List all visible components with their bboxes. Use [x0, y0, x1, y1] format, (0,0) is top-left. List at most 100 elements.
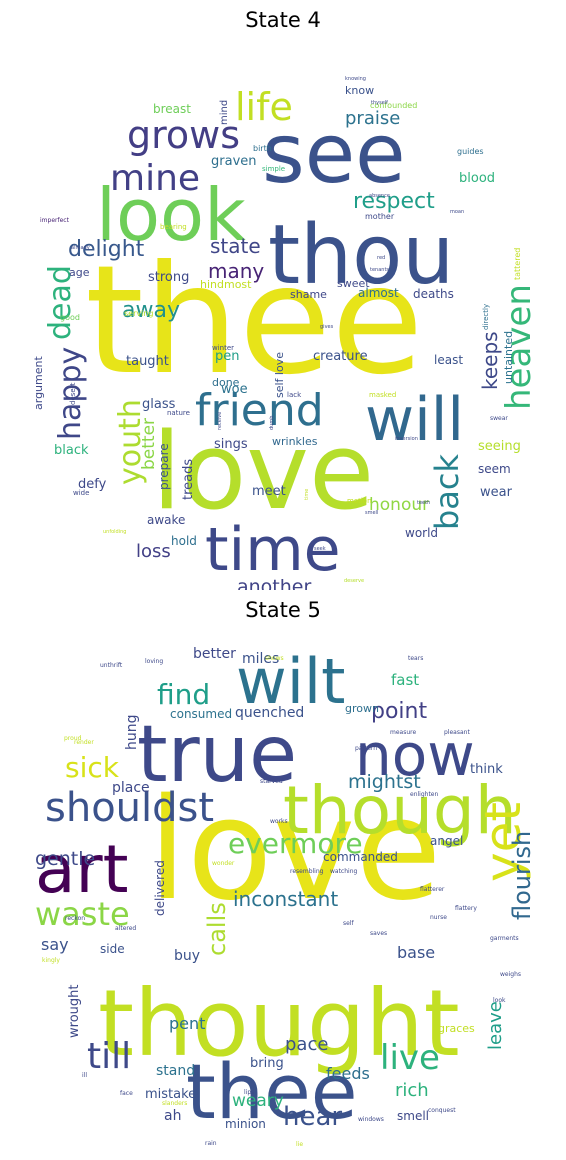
word-wide: wide: [73, 489, 89, 497]
word-watching: watching: [330, 868, 358, 875]
word-meet: meet: [252, 484, 286, 499]
word-conquest: conquest: [428, 1107, 456, 1114]
word-treads: treads: [181, 459, 196, 500]
word-live: live: [380, 1038, 440, 1078]
word-grows: grows: [127, 113, 240, 157]
word-enlighten: enlighten: [410, 791, 438, 798]
word-winter: winter: [212, 344, 234, 352]
word-youth: youth: [113, 399, 148, 485]
word-find: find: [157, 678, 210, 711]
word-lips: lips: [244, 1089, 254, 1096]
word-wrinkles: wrinkles: [272, 435, 318, 448]
word-gives: gives: [320, 324, 334, 330]
word-stand: stand: [156, 1063, 195, 1079]
word-glass: glass: [142, 397, 176, 412]
word-moan: moan: [450, 209, 464, 215]
word-delight: delight: [68, 237, 145, 262]
word-world: world: [405, 526, 438, 540]
word-life: life: [235, 85, 293, 129]
word-shows: shows: [265, 655, 284, 662]
word-mistake: mistake: [145, 1087, 196, 1102]
word-garments: garments: [490, 935, 519, 942]
word-taught: taught: [126, 354, 169, 369]
word-deserve: deserve: [344, 578, 364, 584]
word-away: away: [122, 298, 180, 323]
word-ill: ill: [82, 1072, 87, 1079]
word-gentle: gentle: [35, 848, 95, 870]
word-back: back: [428, 453, 466, 530]
word-rain: rain: [205, 1140, 217, 1147]
word-self-love: self love: [273, 352, 286, 398]
word-miles: miles: [242, 651, 279, 667]
word-quenched: quenched: [235, 705, 304, 721]
word-delivered: delivered: [153, 860, 167, 916]
word-fast: fast: [391, 671, 419, 689]
word-measure: measure: [390, 729, 416, 736]
word-receive: receive: [217, 412, 223, 430]
word-seeing: seeing: [478, 439, 521, 454]
word-angel: angel: [430, 834, 463, 848]
word-thee: thee: [85, 234, 423, 408]
word-know: know: [345, 84, 374, 97]
word-unfolding: unfolding: [103, 529, 126, 535]
word-many: many: [208, 259, 264, 283]
word-reckon: reckon: [65, 915, 85, 922]
word-thyself: thyself: [371, 100, 388, 106]
state-4-title: State 4: [245, 8, 321, 32]
word-knowing: knowing: [345, 76, 366, 82]
word-time: time: [205, 515, 341, 585]
word-prepare: prepare: [157, 443, 171, 490]
word-respect: respect: [353, 189, 435, 214]
word-will: will: [365, 385, 464, 455]
word-side: side: [100, 942, 125, 956]
word-feeds: feeds: [326, 1064, 370, 1083]
word-seem: seem: [478, 462, 511, 476]
word-loving: loving: [145, 658, 163, 665]
word-ah: ah: [164, 1108, 181, 1124]
word-directly: directly: [482, 304, 490, 330]
word-flattery: flattery: [455, 905, 477, 912]
word-tenants: tenants: [370, 267, 389, 273]
word-birth: birth: [253, 144, 272, 153]
word-already: already: [71, 245, 90, 251]
word-graces: graces: [438, 1022, 475, 1035]
word-consumed: consumed: [170, 707, 232, 721]
word-rich: rich: [395, 1080, 429, 1101]
word-heaven: heaven: [499, 284, 539, 410]
state-5-title: State 5: [245, 598, 321, 622]
word-pen: pen: [215, 349, 240, 364]
word-commanded: commanded: [323, 850, 398, 864]
word-place: place: [112, 780, 150, 796]
word-yet: yet: [474, 802, 532, 882]
word-dumb: dumb: [269, 416, 275, 430]
word-seek: seek: [314, 546, 326, 552]
word-keeps: keeps: [478, 331, 502, 390]
word-deaths: deaths: [413, 287, 454, 301]
word-love: love: [152, 410, 374, 533]
word-woe: woe: [221, 382, 248, 397]
word-hindmost: hindmost: [200, 278, 252, 291]
word-better: better: [193, 646, 236, 662]
word-buy: buy: [174, 948, 200, 964]
word-think: think: [470, 762, 503, 777]
word-point: point: [371, 699, 427, 724]
word-pent: pent: [169, 1014, 205, 1033]
word-thee: thee: [186, 1047, 357, 1136]
word-calls: calls: [203, 902, 231, 956]
word-defy: defy: [78, 477, 107, 492]
word-saves: saves: [370, 930, 387, 937]
word-grown: grown: [345, 702, 379, 715]
word-hold: hold: [171, 534, 197, 548]
word-guides: guides: [457, 147, 484, 156]
word-lack: lack: [287, 391, 302, 399]
word-look: look: [96, 173, 246, 257]
word-mine: mine: [110, 158, 200, 199]
word-mother: mother: [365, 212, 395, 221]
word-honour: honour: [369, 495, 429, 515]
word-inconstant: inconstant: [233, 887, 338, 911]
word-shame: shame: [290, 288, 327, 301]
word-nature: nature: [167, 409, 190, 417]
word-wonder: wonder: [212, 860, 235, 867]
word-smell: smell: [397, 1109, 429, 1123]
